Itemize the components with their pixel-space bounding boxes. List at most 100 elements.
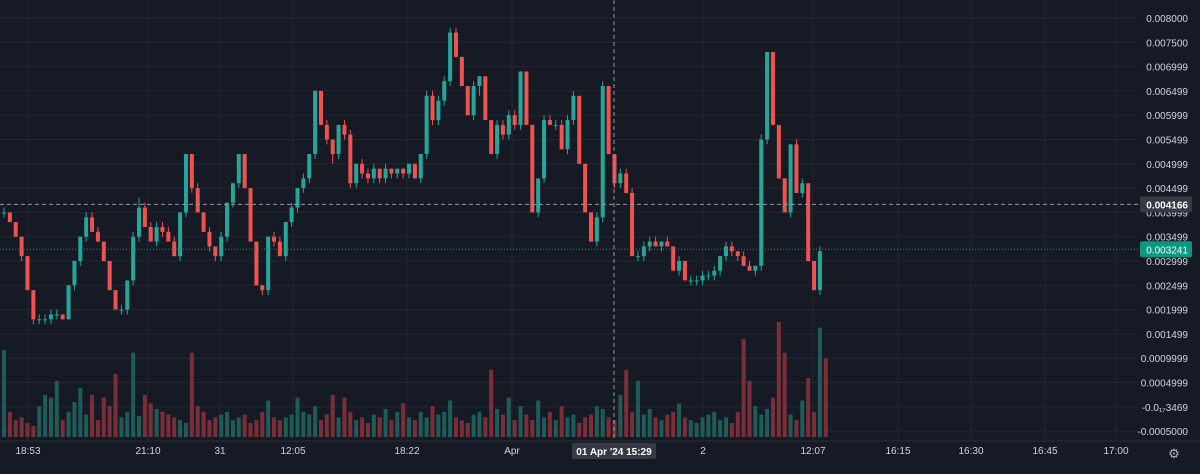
volume-bar	[436, 414, 441, 437]
candle-body	[107, 261, 112, 291]
y-tick-label: 0.005499	[1146, 136, 1188, 147]
candle-body	[542, 120, 547, 179]
candle-body	[125, 280, 130, 310]
candle	[677, 256, 682, 276]
candle	[782, 178, 787, 213]
candle-body	[530, 124, 535, 213]
candle-body	[630, 192, 635, 257]
time-axis[interactable]: 18:53 21:10 31 12:05 18:22 Apr 2 12:07 16:15 16:3…	[15, 446, 1128, 457]
volume-bar	[817, 327, 822, 437]
candle	[477, 76, 482, 96]
settings-gear-icon[interactable]: ⚙	[1168, 446, 1180, 461]
candle-body	[254, 241, 259, 286]
candle	[424, 90, 429, 159]
crosshair-overlay	[0, 0, 1138, 441]
volume-bar	[371, 414, 376, 437]
candle-body	[137, 207, 142, 237]
candle	[101, 241, 106, 261]
candle-body	[78, 236, 83, 261]
candle-body	[665, 241, 670, 247]
candle-body	[307, 154, 312, 179]
volume-bar	[37, 406, 42, 437]
volume-bar	[201, 411, 206, 437]
volume-bar	[759, 414, 764, 437]
candle-body	[776, 124, 781, 179]
candle	[31, 290, 36, 325]
volume-bar	[823, 358, 828, 437]
volume-bar	[589, 414, 593, 437]
candle	[812, 261, 817, 291]
candle-body	[459, 56, 464, 87]
volume-bar	[630, 411, 635, 437]
volume-bar	[354, 420, 359, 437]
candle	[436, 95, 441, 125]
y-tick-label: 0.001999	[1146, 306, 1188, 317]
price-labels: 0.004166 0.003241 01 Apr '24 15:29	[572, 196, 1192, 459]
candle	[583, 163, 588, 213]
volume-bar	[119, 417, 124, 437]
candle	[430, 90, 435, 125]
volume-bar	[518, 406, 523, 437]
candle	[307, 154, 312, 184]
candle	[66, 285, 71, 320]
candle-body	[2, 212, 6, 214]
candle-body	[647, 241, 652, 247]
candle-body	[7, 212, 12, 223]
volume-bar	[677, 403, 682, 437]
candle	[817, 246, 822, 296]
candle-body	[154, 226, 159, 242]
volume-bar	[377, 417, 382, 437]
candle	[2, 207, 6, 218]
candle	[148, 222, 153, 242]
candle	[84, 212, 89, 242]
candle	[594, 212, 599, 247]
volume-bar	[448, 400, 453, 437]
candle-body	[453, 32, 458, 57]
candle	[154, 222, 159, 247]
candle-body	[342, 124, 347, 135]
candle	[776, 124, 781, 179]
candle-body	[800, 183, 805, 193]
candle-body	[477, 76, 482, 87]
volume-bar	[794, 420, 799, 437]
volume-bar	[700, 417, 705, 437]
x-tick-label: 18:53	[15, 446, 40, 457]
candle-body	[565, 120, 570, 150]
candle	[465, 86, 470, 116]
volume-bar	[330, 394, 335, 437]
volume-bar	[395, 411, 400, 437]
candle	[54, 309, 59, 320]
candle-body	[759, 139, 764, 266]
current-price-label: 0.003241	[1146, 245, 1188, 256]
candle	[753, 265, 758, 276]
candle-body	[54, 314, 59, 316]
candle-body	[131, 236, 136, 281]
candle	[43, 314, 48, 325]
candle-body	[788, 144, 793, 213]
volume-bar	[195, 406, 200, 437]
candle	[37, 314, 42, 325]
volume-bar	[19, 417, 24, 437]
candle	[624, 168, 629, 193]
candle-body	[301, 178, 306, 189]
candle-body	[242, 154, 247, 189]
volume-bar	[483, 417, 488, 437]
candle-body	[113, 290, 118, 310]
candle-body	[225, 202, 230, 237]
volume-bar	[741, 338, 746, 437]
candle-body	[706, 275, 711, 277]
y-tick-label: 0.007500	[1146, 38, 1188, 49]
x-tick-label: Apr	[504, 446, 520, 457]
price-axis[interactable]: 0.008000 0.007500 0.006999 0.006499 0.005999…	[1137, 14, 1188, 438]
candle-body	[583, 163, 588, 213]
candle	[113, 290, 118, 310]
volume-bar	[653, 417, 658, 437]
candle-body	[90, 217, 95, 232]
candle-body	[618, 173, 623, 184]
candle-body	[201, 212, 206, 232]
volume-bar	[125, 411, 130, 437]
volume-bar	[671, 411, 676, 437]
candle	[360, 158, 365, 179]
